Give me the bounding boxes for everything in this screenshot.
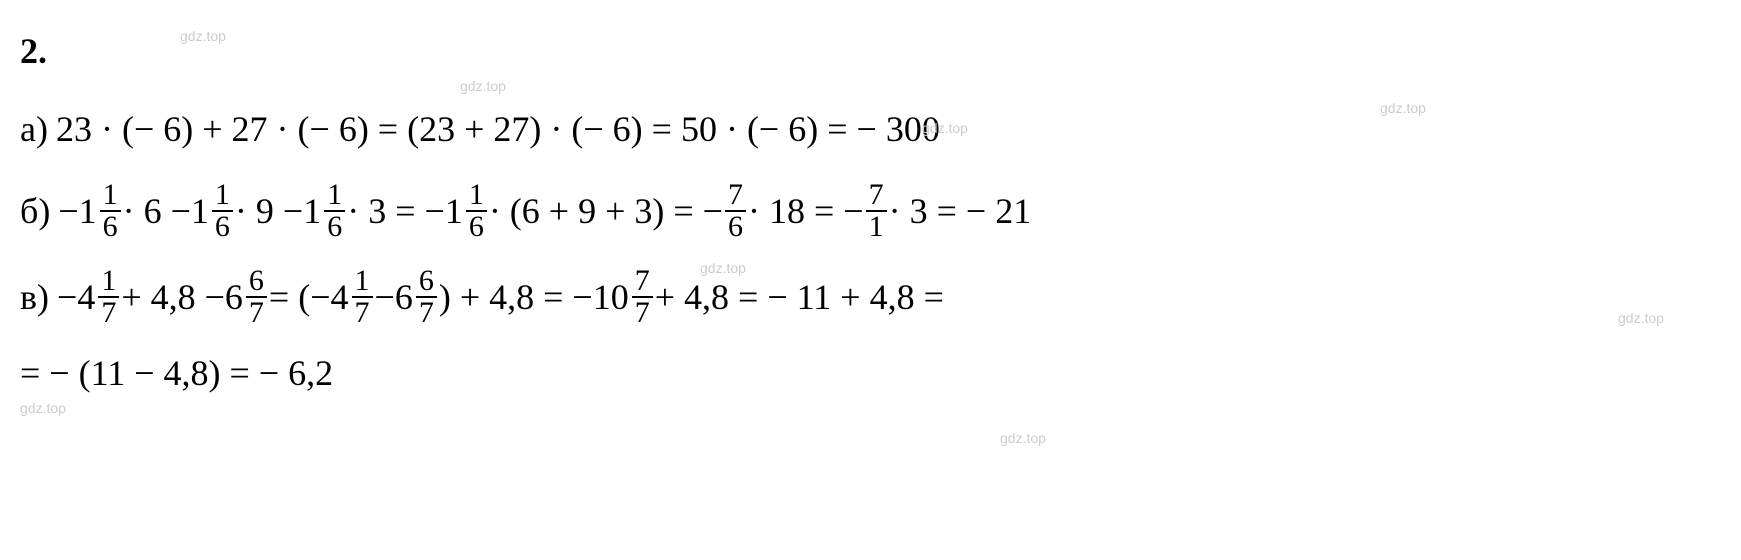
- b-frac1: 7 6: [725, 180, 746, 242]
- c-seg2: + 4,8 −: [121, 270, 225, 324]
- watermark: gdz.top: [20, 400, 66, 416]
- c-mixed3-num: 1: [352, 266, 373, 296]
- c-mixed1-frac: 1 7: [98, 266, 119, 328]
- c-mixed3-frac: 1 7: [352, 266, 373, 328]
- b-mixed1-whole: 1: [79, 184, 97, 238]
- b-seg3: · 3 = −: [347, 184, 445, 238]
- c-mixed5-num: 7: [632, 266, 653, 296]
- b-mixed2: 1 1 6: [191, 180, 235, 242]
- b-mixed4-num: 1: [466, 180, 487, 210]
- b-mixed3-whole: 1: [303, 184, 321, 238]
- c-seg1: −: [57, 270, 77, 324]
- c-mixed4-num: 6: [416, 266, 437, 296]
- problem-number: 2.: [20, 30, 1721, 72]
- c-mixed5-frac: 7 7: [632, 266, 653, 328]
- c-mixed5-den: 7: [632, 296, 653, 328]
- c-mixed1-whole: 4: [77, 270, 95, 324]
- c-mixed3-den: 7: [352, 296, 373, 328]
- c-seg6: + 4,8 = − 11 + 4,8 =: [655, 270, 944, 324]
- c-mixed4-den: 7: [416, 296, 437, 328]
- b-frac1-num: 7: [725, 180, 746, 210]
- c-mixed3-whole: 4: [331, 270, 349, 324]
- c-mixed5-whole: 10: [593, 270, 629, 324]
- b-prefix-minus: −: [58, 184, 78, 238]
- c-mixed2: 6 6 7: [225, 266, 269, 328]
- c-mixed4: 6 6 7: [395, 266, 439, 328]
- b-mixed1-frac: 1 6: [100, 180, 121, 242]
- b-mixed4-frac: 1 6: [466, 180, 487, 242]
- b-seg1: · 6 −: [123, 184, 191, 238]
- c-mixed4-whole: 6: [395, 270, 413, 324]
- c-mixed4-frac: 6 7: [416, 266, 437, 328]
- b-mixed2-num: 1: [212, 180, 233, 210]
- b-mixed2-whole: 1: [191, 184, 209, 238]
- c-seg3: = (−: [269, 270, 331, 324]
- line-c-continuation: = − (11 − 4,8) = − 6,2: [20, 352, 1721, 394]
- b-mixed1-den: 6: [100, 210, 121, 242]
- c-seg5: ) + 4,8 = −: [439, 270, 593, 324]
- b-mixed3-den: 6: [324, 210, 345, 242]
- c-mixed1-den: 7: [98, 296, 119, 328]
- line-a: а) 23 · (− 6) + 27 · (− 6) = (23 + 27) ·…: [20, 102, 1721, 156]
- line-c: в) − 4 1 7 + 4,8 − 6 6 7 = (− 4 1 7 − 6 …: [20, 266, 1721, 328]
- b-mixed2-den: 6: [212, 210, 233, 242]
- b-seg2: · 9 −: [235, 184, 303, 238]
- b-frac2: 7 1: [866, 180, 887, 242]
- b-seg4: · (6 + 9 + 3) = −: [489, 184, 723, 238]
- b-mixed3-frac: 1 6: [324, 180, 345, 242]
- watermark: gdz.top: [1000, 430, 1046, 446]
- b-mixed1-num: 1: [100, 180, 121, 210]
- c-mixed2-whole: 6: [225, 270, 243, 324]
- c-mixed2-num: 6: [246, 266, 267, 296]
- b-mixed2-frac: 1 6: [212, 180, 233, 242]
- c-mixed2-den: 7: [246, 296, 267, 328]
- c-mixed2-frac: 6 7: [246, 266, 267, 328]
- b-mixed4-den: 6: [466, 210, 487, 242]
- line-b: б) − 1 1 6 · 6 − 1 1 6 · 9 − 1 1 6 · 3 =…: [20, 180, 1721, 242]
- expr-a: 23 · (− 6) + 27 · (− 6) = (23 + 27) · (−…: [56, 102, 940, 156]
- c-mixed1: 4 1 7: [77, 266, 121, 328]
- label-a: а): [20, 102, 48, 156]
- watermark: gdz.top: [460, 78, 506, 94]
- b-frac2-den: 1: [866, 210, 887, 242]
- c-mixed5: 10 7 7: [593, 266, 655, 328]
- b-mixed3-num: 1: [324, 180, 345, 210]
- b-mixed1: 1 1 6: [79, 180, 123, 242]
- b-mixed4: 1 1 6: [445, 180, 489, 242]
- label-c: в): [20, 270, 49, 324]
- c-mixed1-num: 1: [98, 266, 119, 296]
- b-frac2-num: 7: [866, 180, 887, 210]
- b-mixed4-whole: 1: [445, 184, 463, 238]
- c-mixed3: 4 1 7: [331, 266, 375, 328]
- b-mixed3: 1 1 6: [303, 180, 347, 242]
- c-seg4: −: [375, 270, 395, 324]
- b-frac1-den: 6: [725, 210, 746, 242]
- b-seg5: · 18 = −: [748, 184, 864, 238]
- label-b: б): [20, 184, 50, 238]
- b-seg6: · 3 = − 21: [889, 184, 1032, 238]
